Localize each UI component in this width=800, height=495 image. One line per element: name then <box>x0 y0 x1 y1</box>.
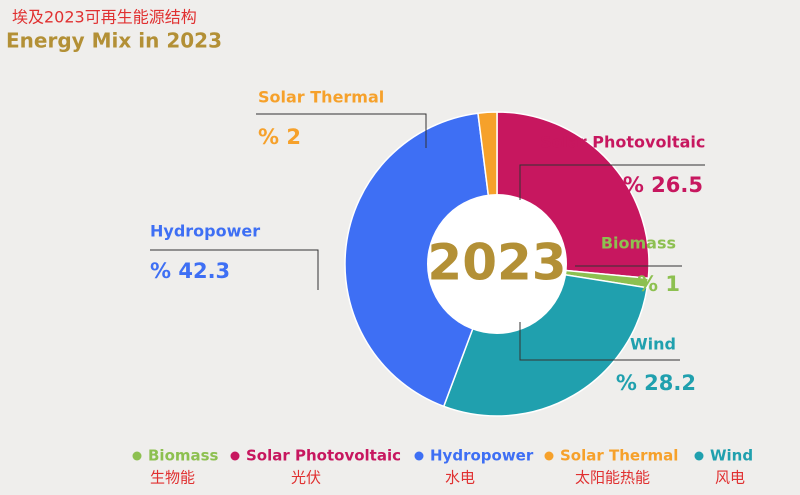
legend-label: Hydropower <box>430 447 534 465</box>
legend-marker <box>414 451 424 461</box>
legend-label-zh: 光伏 <box>291 469 321 487</box>
slice-label: Biomass <box>601 234 676 253</box>
legend-label-zh: 太阳能热能 <box>575 469 650 487</box>
leader-line <box>150 249 319 290</box>
value-label: % 26.5 <box>623 173 703 197</box>
slice-label: Wind <box>630 335 676 354</box>
slice-label: Hydropower <box>150 222 260 241</box>
legend-marker <box>230 451 240 461</box>
legend-label-zh: 水电 <box>445 469 475 487</box>
value-label: % 1 <box>637 272 680 296</box>
legend-marker <box>132 451 142 461</box>
leader-line <box>256 113 427 148</box>
chart-title-zh: 埃及2023可再生能源结构 <box>12 8 197 27</box>
slice-label: Solar Thermal <box>258 88 384 107</box>
donut-hole <box>427 194 567 334</box>
center-label: 2023 <box>427 234 566 292</box>
value-label: % 42.3 <box>150 259 230 283</box>
legend-label-zh: 风电 <box>715 469 745 487</box>
legend-marker <box>544 451 554 461</box>
legend-label: Solar Photovoltaic <box>246 447 401 465</box>
legend-label: Biomass <box>148 447 219 465</box>
slice <box>344 112 498 408</box>
leader-line <box>519 164 705 200</box>
legend-label: Wind <box>710 447 753 465</box>
legend-marker <box>694 451 704 461</box>
slice-label: Solar Photovoltaic <box>540 133 705 152</box>
value-label: % 28.2 <box>616 371 696 395</box>
legend-label-zh: 生物能 <box>150 469 195 487</box>
legend-label: Solar Thermal <box>560 447 678 465</box>
value-label: % 2 <box>258 125 301 149</box>
chart-title: Energy Mix in 2023 <box>6 29 222 53</box>
leader-line <box>519 322 680 361</box>
